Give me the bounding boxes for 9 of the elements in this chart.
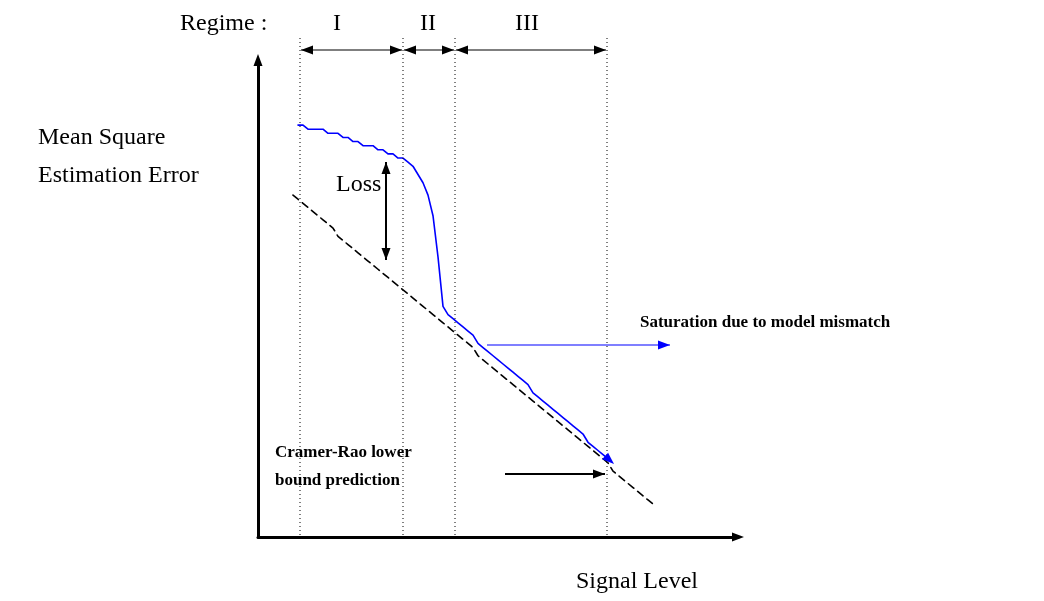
x-axis-title: Signal Level <box>576 566 698 595</box>
annotation: Loss <box>336 169 382 198</box>
annotation: Saturation due to model mismatch <box>640 311 891 333</box>
annotation: Cramer-Rao lower bound prediction <box>275 441 413 491</box>
text: III <box>515 8 539 37</box>
text: Regime : <box>180 8 268 37</box>
text: I <box>333 8 341 37</box>
y-axis-title: Mean Square Estimation Error <box>38 122 200 189</box>
text: II <box>420 8 436 37</box>
